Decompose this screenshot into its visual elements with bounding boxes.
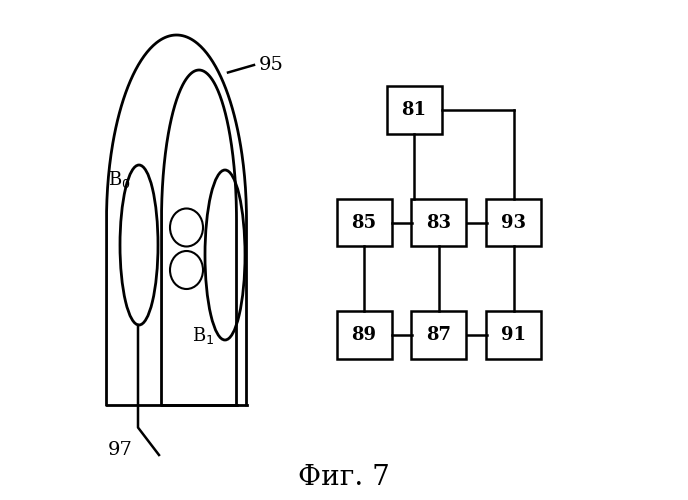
Text: 91: 91 [502, 326, 526, 344]
Text: 93: 93 [502, 214, 526, 232]
Bar [486, 198, 541, 246]
Text: B$_0$: B$_0$ [107, 170, 130, 190]
Bar [486, 311, 541, 358]
Text: 95: 95 [259, 56, 284, 74]
Text: 81: 81 [402, 101, 427, 119]
Text: 85: 85 [352, 214, 376, 232]
Bar [336, 198, 391, 246]
Text: 89: 89 [352, 326, 376, 344]
Text: 83: 83 [427, 214, 451, 232]
Text: Фиг. 7: Фиг. 7 [298, 464, 390, 491]
Text: 87: 87 [427, 326, 451, 344]
Bar [411, 198, 466, 246]
Bar [336, 311, 391, 358]
Bar [411, 311, 466, 358]
Text: 97: 97 [108, 441, 133, 459]
Bar [387, 86, 442, 134]
Text: B$_1$: B$_1$ [191, 324, 214, 345]
